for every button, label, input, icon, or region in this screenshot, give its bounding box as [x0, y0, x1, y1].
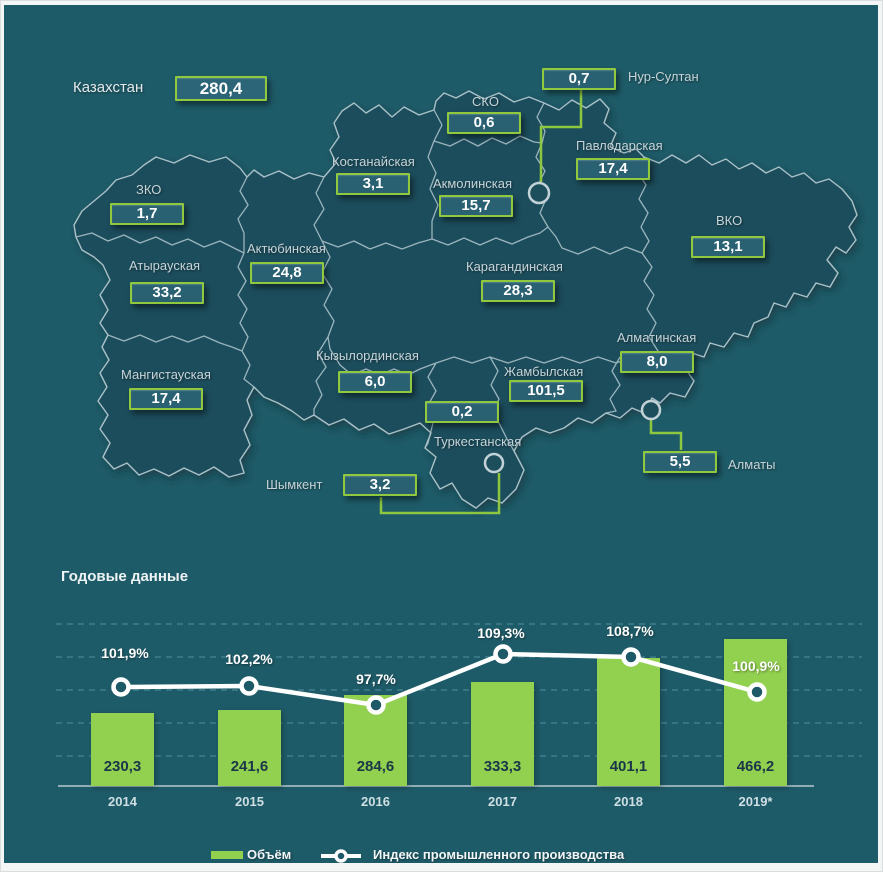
index-line — [118, 651, 760, 708]
country-silhouette — [73, 90, 858, 509]
region-label-almaty-region: Алматинская — [617, 330, 697, 345]
legend-bar-swatch — [211, 851, 243, 859]
country-value-badge: 280,4 — [175, 76, 267, 101]
bar-2017 — [471, 682, 534, 786]
value-badge-vko: 13,1 — [691, 236, 765, 258]
value-badge-atyrau: 33,2 — [130, 282, 204, 304]
value-badge-nur-sultan: 0,7 — [542, 68, 616, 90]
value-badge-kyzylorda: 6,0 — [338, 371, 412, 393]
region-label-atyrau: Атырауская — [129, 258, 201, 273]
value-badge-turkestan: 0,2 — [425, 401, 499, 423]
region-label-vko: ВКО — [716, 213, 743, 228]
region-label-turkestan: Туркестанская — [434, 434, 522, 449]
region-label-mangistau: Мангистауская — [121, 367, 211, 382]
bar-value-2015: 241,6 — [230, 758, 269, 775]
value-badge-akmola: 15,7 — [439, 195, 513, 217]
city-label-shymkent: Шымкент — [266, 477, 323, 492]
value-badge-mangistau: 17,4 — [129, 388, 203, 410]
turkestan-marker — [483, 452, 505, 474]
chart-title: Годовые данные — [61, 568, 189, 585]
region-label-kyzylorda: Кызылординская — [316, 348, 419, 363]
bar-2018 — [597, 658, 660, 786]
index-line-chart — [111, 644, 767, 715]
value-badge-almaty: 5,5 — [643, 451, 717, 473]
dashboard-panel: Казахстан 280,4 ЗКО Атырауская Мангистау… — [4, 5, 878, 863]
line-marker-2014 — [111, 677, 131, 697]
pct-label-2018: 108,7% — [606, 623, 654, 639]
pct-label-2017: 109,3% — [477, 625, 525, 641]
axis-label-2017: 2017 — [488, 794, 517, 809]
axis-label-2018: 2018 — [614, 794, 643, 809]
value-badge-pavlodar: 17,4 — [576, 158, 650, 180]
axis-label-2016: 2016 — [361, 794, 390, 809]
region-label-zko: ЗКО — [136, 182, 162, 197]
line-marker-2016 — [366, 695, 386, 715]
bar-value-2019: 466,2 — [736, 758, 775, 775]
bar-value-2016: 284,6 — [356, 758, 395, 775]
nur-sultan-marker — [527, 181, 551, 205]
pct-label-2015: 102,2% — [225, 651, 273, 667]
region-label-kostanay: Костанайская — [332, 154, 415, 169]
region-label-akmola: Акмолинская — [433, 176, 513, 191]
region-label-zhambyl: Жамбылская — [504, 364, 584, 379]
pct-label-2014: 101,9% — [101, 645, 149, 661]
bar-2014 — [91, 713, 154, 786]
value-badge-kostanay: 3,1 — [336, 173, 410, 195]
line-marker-2019 — [747, 682, 767, 702]
axis-label-2015: 2015 — [235, 794, 264, 809]
value-badge-zhambyl: 101,5 — [509, 380, 583, 402]
bar-value-2018: 401,1 — [609, 758, 648, 775]
axis-label-2014: 2014 — [108, 794, 137, 809]
region-label-karaganda: Карагандинская — [466, 259, 563, 274]
shymkent-connector — [379, 473, 501, 515]
city-label-almaty: Алматы — [728, 457, 776, 472]
value-badge-shymkent: 3,2 — [343, 474, 417, 496]
legend-line-label: Индекс промышленного производства — [373, 847, 625, 862]
line-marker-2018 — [621, 647, 641, 667]
country-label: Казахстан — [73, 79, 144, 96]
line-marker-2015 — [239, 676, 259, 696]
line-marker-2017 — [493, 644, 513, 664]
value-badge-almaty-region: 8,0 — [620, 351, 694, 373]
region-label-aktobe: Актюбинская — [247, 241, 326, 256]
value-badge-sko: 0,6 — [447, 112, 521, 134]
legend-bar-label: Объём — [247, 847, 292, 862]
value-badge-aktobe: 24,8 — [250, 262, 324, 284]
legend-line-swatch — [321, 849, 361, 863]
bar-value-2017: 333,3 — [483, 758, 522, 775]
city-label-nur-sultan: Нур-Султан — [628, 69, 699, 84]
pct-label-2016: 97,7% — [356, 671, 396, 687]
callout-connectors — [379, 89, 683, 515]
region-label-pavlodar: Павлодарская — [576, 138, 663, 153]
nur-sultan-connector — [539, 89, 583, 182]
axis-label-2019: 2019* — [738, 794, 773, 809]
almaty-marker — [640, 399, 662, 421]
bar-value-2014: 230,3 — [103, 758, 142, 775]
almaty-connector — [649, 420, 683, 450]
bar-2019 — [724, 639, 787, 786]
bar-2015 — [218, 710, 281, 786]
pct-label-2019: 100,9% — [732, 658, 780, 674]
value-badge-zko: 1,7 — [110, 203, 184, 225]
value-badge-karaganda: 28,3 — [481, 280, 555, 302]
region-label-sko: СКО — [472, 94, 499, 109]
